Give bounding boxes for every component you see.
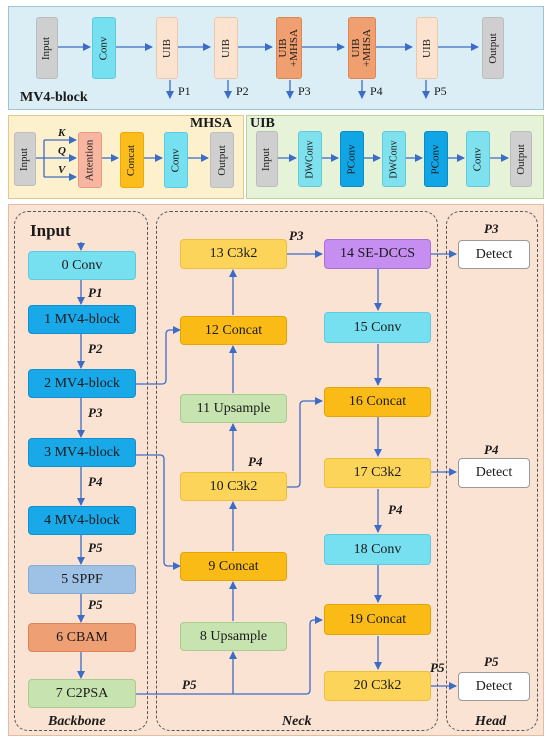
- backbone-p4-label: P4: [88, 474, 103, 489]
- node-12-concat: 12 Concat: [180, 316, 287, 345]
- mv4-uib-mhsa-box-2: UIB +MHSA: [348, 17, 376, 79]
- node-19-concat: 19 Concat: [324, 604, 431, 635]
- node-20-c3k2: 20 C3k2: [324, 671, 431, 701]
- node-0-conv: 0 Conv: [28, 251, 136, 280]
- backbone-input-label: Input: [30, 221, 71, 240]
- uib-input-box: Input: [256, 131, 278, 187]
- neck-p4-label-2: P4: [388, 502, 403, 517]
- node-3-mv4-block: 3 MV4-block: [28, 438, 136, 467]
- mv4-p2-label: P2: [236, 84, 249, 98]
- backbone-title: Backbone: [48, 714, 106, 729]
- uib-dwconv-box-2: DWConv: [382, 131, 406, 187]
- mv4-block-title: MV4-block: [20, 90, 88, 105]
- node-17-c3k2: 17 C3k2: [324, 458, 431, 488]
- head-p3-label: P3: [484, 221, 499, 236]
- node-4-mv4-block: 4 MV4-block: [28, 506, 136, 535]
- head-p5-label: P5: [484, 654, 499, 669]
- detect-p5: Detect: [458, 672, 530, 701]
- node-7-c2psa: 7 C2PSA: [28, 679, 136, 708]
- backbone-p5-label-3: P5: [182, 677, 197, 692]
- head-title: Head: [475, 714, 507, 729]
- uib-output-box: Output: [510, 131, 532, 187]
- uib-pconv-box-1: PConv: [340, 131, 364, 187]
- mhsa-concat-box: Concat: [120, 132, 144, 188]
- mhsa-conv-box: Conv: [164, 132, 188, 188]
- uib-conv-box: Conv: [466, 131, 490, 187]
- mv4-p3-label: P3: [298, 84, 311, 98]
- mhsa-title: MHSA: [190, 116, 232, 131]
- mv4-uib-box-2: UIB: [214, 17, 238, 79]
- node-11-upsample: 11 Upsample: [180, 394, 287, 423]
- mhsa-input-box: Input: [14, 132, 36, 186]
- detect-p3: Detect: [458, 240, 530, 269]
- mhsa-output-box: Output: [210, 132, 234, 188]
- neck-frame: [156, 211, 438, 731]
- mv4-p5-label: P5: [434, 84, 447, 98]
- backbone-p5-label-2: P5: [88, 597, 103, 612]
- detect-p4: Detect: [458, 458, 530, 488]
- backbone-p1-label: P1: [88, 285, 103, 300]
- mhsa-v-label: V: [58, 164, 66, 176]
- mv4-uib-box-3: UIB: [416, 17, 438, 79]
- node-2-mv4-block: 2 MV4-block: [28, 369, 136, 398]
- neck-p3-label: P3: [289, 228, 304, 243]
- node-6-cbam: 6 CBAM: [28, 623, 136, 652]
- mv4-conv-box: Conv: [92, 17, 116, 79]
- backbone-p2-label: P2: [88, 341, 103, 356]
- node-8-upsample: 8 Upsample: [180, 622, 287, 651]
- backbone-p5-label-1: P5: [88, 540, 103, 555]
- neck-title: Neck: [282, 714, 312, 729]
- head-frame: [446, 211, 538, 731]
- neck-p4-label-1: P4: [248, 454, 263, 469]
- mv4-uib-box-1: UIB: [156, 17, 178, 79]
- node-14-se-dccs: 14 SE-DCCS: [324, 239, 431, 269]
- node-16-concat: 16 Concat: [324, 387, 431, 417]
- backbone-frame: [14, 211, 148, 731]
- uib-title: UIB: [250, 116, 275, 131]
- node-9-concat: 9 Concat: [180, 552, 287, 581]
- mhsa-attention-box: Attention: [78, 132, 102, 188]
- uib-dwconv-box-1: DWConv: [298, 131, 322, 187]
- backbone-p3-label: P3: [88, 405, 103, 420]
- mv4-output-box: Output: [482, 17, 504, 79]
- node-18-conv: 18 Conv: [324, 534, 431, 565]
- neck-p5-label: P5: [430, 660, 445, 675]
- mv4-p4-label: P4: [370, 84, 383, 98]
- node-1-mv4-block: 1 MV4-block: [28, 305, 136, 334]
- head-p4-label: P4: [484, 442, 499, 457]
- mv4-input-box: Input: [36, 17, 58, 79]
- mhsa-k-label: K: [58, 127, 66, 139]
- node-5-sppf: 5 SPPF: [28, 565, 136, 594]
- mhsa-q-label: Q: [58, 145, 66, 157]
- node-13-c3k2: 13 C3k2: [180, 239, 287, 269]
- mv4-uib-mhsa-box-1: UIB +MHSA: [276, 17, 302, 79]
- node-15-conv: 15 Conv: [324, 312, 431, 343]
- uib-pconv-box-2: PConv: [424, 131, 448, 187]
- mv4-p1-label: P1: [178, 84, 191, 98]
- node-10-c3k2: 10 C3k2: [180, 472, 287, 501]
